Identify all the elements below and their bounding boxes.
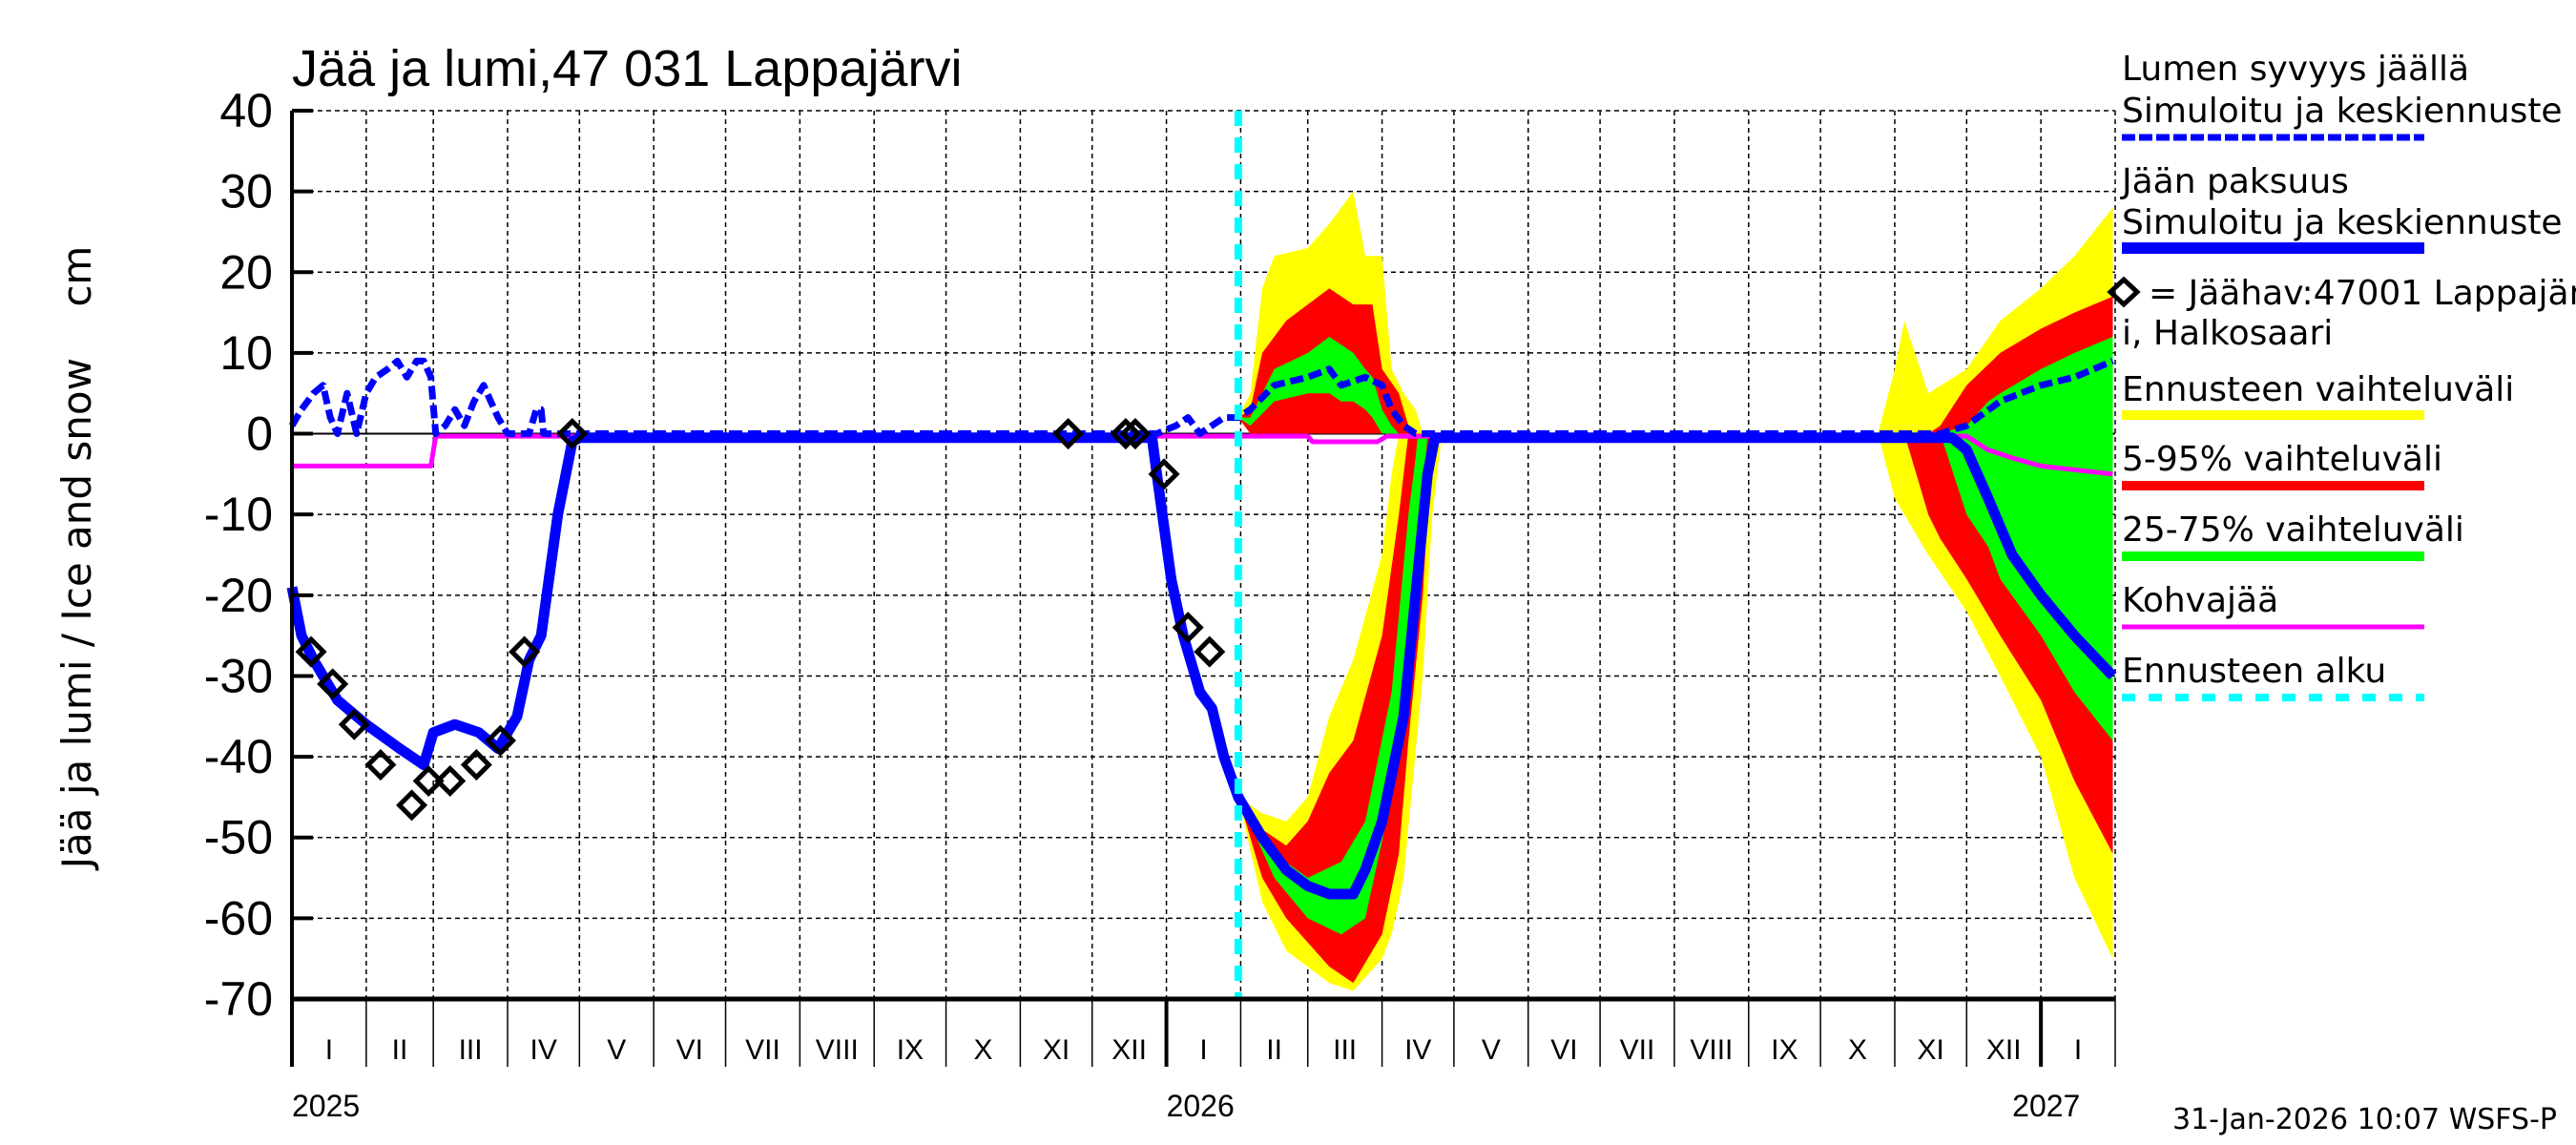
month-label: III [1333, 1034, 1357, 1066]
observation-point [434, 764, 467, 798]
legend-label: Jään paksuus [2120, 162, 2349, 201]
y-tick-label: -50 [204, 811, 273, 864]
band-inner-00ff00 [1952, 385, 2113, 620]
y-tick-label: -30 [204, 649, 273, 702]
month-label: III [459, 1034, 483, 1066]
observation-point [509, 635, 541, 668]
observation-point [1148, 458, 1180, 490]
y-tick-label: 10 [219, 326, 273, 380]
month-label: V [1482, 1034, 1501, 1066]
observation-point [1119, 418, 1152, 450]
month-label: VII [1620, 1034, 1655, 1066]
month-label: I [325, 1034, 333, 1066]
month-label: X [973, 1034, 992, 1066]
observation-markers [295, 418, 1226, 822]
slush-ice-line [292, 433, 2113, 477]
month-label: II [392, 1034, 408, 1066]
observation-point [396, 789, 428, 822]
grid [292, 110, 2116, 999]
y-tick-label: 30 [219, 165, 273, 219]
legend-label: Simuloitu ja keskiennuste [2122, 92, 2563, 131]
axes: I II III IV V VI VII VIII IX X XI XII I II III IV V VI VII… [204, 84, 2116, 1123]
month-label: VIII [816, 1034, 859, 1066]
y-tick-label: -10 [204, 488, 273, 541]
footer-timestamp: 31-Jan-2026 10:07 WSFS-P [2172, 1103, 2557, 1136]
observation-point [295, 635, 327, 668]
legend-label: 25-75% vaihteluväli [2122, 510, 2464, 550]
y-tick-label: -20 [204, 569, 273, 622]
observation-point [338, 708, 370, 740]
month-label: IX [1771, 1034, 1797, 1066]
observation-point [317, 668, 349, 700]
month-label: II [1266, 1034, 1282, 1066]
legend-label: Simuloitu ja keskiennuste [2122, 203, 2563, 242]
y-tick-label: -70 [204, 972, 273, 1026]
month-label: VI [676, 1034, 703, 1066]
observation-point [1194, 635, 1226, 668]
legend-label: i, Halkosaari [2122, 314, 2333, 353]
snow-depth-line [288, 357, 2114, 437]
band-00ff00 [1237, 337, 1400, 434]
observation-point [556, 418, 589, 450]
observation-point [1110, 418, 1142, 450]
y-axis-label: Jää ja lumi / Ice and snow cm [53, 246, 100, 872]
legend-label: = Jäähav:47001 Lappajärv [2149, 274, 2576, 313]
month-label: X [1848, 1034, 1867, 1066]
month-label: I [1199, 1034, 1207, 1066]
legend-diamond-icon [2107, 276, 2141, 308]
legend-label: 5-95% vaihteluväli [2122, 440, 2442, 479]
year-label: 2026 [1167, 1089, 1235, 1123]
month-label: XI [1917, 1034, 1943, 1066]
month-label: VI [1550, 1034, 1577, 1066]
month-label: V [607, 1034, 626, 1066]
month-label: XII [1986, 1034, 2022, 1066]
month-label: IV [530, 1034, 556, 1066]
legend-label: Ennusteen alku [2122, 652, 2386, 691]
legend-label: Ennusteen vaihteluväli [2122, 370, 2514, 409]
ice-thickness-line [286, 432, 2117, 900]
y-tick-label: -60 [204, 891, 273, 945]
chart-title: Jää ja lumi,47 031 Lappajärvi [292, 40, 962, 97]
observation-point [1052, 418, 1085, 450]
legend-label: Lumen syvyys jäällä [2122, 50, 2469, 89]
month-label: IV [1404, 1034, 1431, 1066]
month-label: VIII [1690, 1034, 1733, 1066]
series-lines [286, 111, 2117, 999]
month-label: I [2074, 1034, 2082, 1066]
month-label: VII [745, 1034, 780, 1066]
month-label: XII [1111, 1034, 1147, 1066]
observation-point [484, 724, 517, 757]
observation-point [460, 749, 492, 781]
month-label: XI [1043, 1034, 1070, 1066]
legend-label: Kohvajää [2122, 581, 2278, 620]
y-tick-label: 20 [219, 245, 273, 299]
observation-point [364, 749, 397, 781]
observation-point [1172, 612, 1204, 644]
year-label: 2025 [292, 1089, 360, 1123]
month-label: IX [897, 1034, 924, 1066]
y-tick-label: 40 [219, 84, 273, 137]
y-tick-label: -40 [204, 730, 273, 783]
observation-point [412, 764, 445, 798]
y-tick-label: 0 [246, 407, 273, 461]
band-ff0000 [1237, 433, 1433, 984]
year-label: 2027 [2012, 1089, 2080, 1123]
